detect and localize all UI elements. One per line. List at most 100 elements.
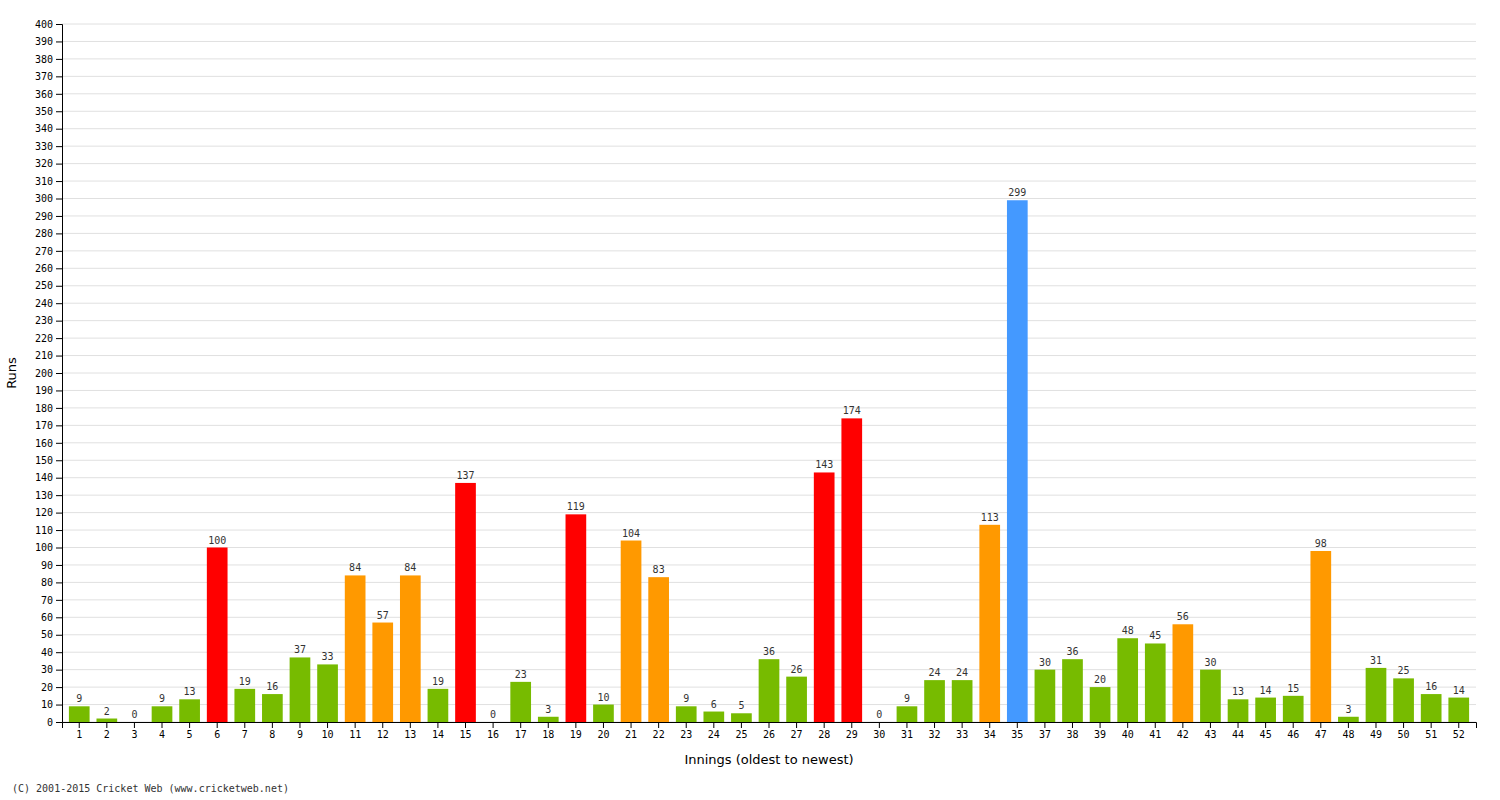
tick-mark (56, 356, 62, 357)
grid-line (62, 215, 1476, 216)
x-tick: 8 (269, 722, 275, 740)
grid-line (62, 41, 1476, 42)
grid-line (62, 128, 1476, 129)
tick-mark (355, 722, 356, 728)
tick-mark (217, 722, 218, 728)
y-tick: 370 (35, 71, 62, 82)
tick-mark (56, 164, 62, 165)
y-tick: 400 (35, 19, 62, 30)
data-label: 13 (1232, 686, 1244, 697)
y-tick: 20 (41, 682, 62, 693)
tick-mark (56, 129, 62, 130)
x-tick: 2 (104, 722, 110, 740)
data-label: 98 (1315, 538, 1327, 549)
x-tick: 50 (1398, 722, 1410, 740)
y-tick: 40 (41, 647, 62, 658)
tick-mark (741, 722, 742, 728)
y-tick: 390 (35, 36, 62, 47)
grid-line (62, 285, 1476, 286)
tick-mark (382, 722, 383, 728)
tick-mark (713, 722, 714, 728)
data-label: 5 (738, 700, 744, 711)
tick-label: 130 (35, 490, 53, 501)
y-tick: 240 (35, 298, 62, 309)
tick-label: 180 (35, 403, 53, 414)
x-tick: 16 (487, 722, 499, 740)
data-label: 57 (377, 610, 389, 621)
tick-mark (851, 722, 852, 728)
tick-label: 90 (41, 560, 53, 571)
tick-mark (962, 722, 963, 728)
tick-label: 300 (35, 193, 53, 204)
data-label: 3 (1345, 704, 1351, 715)
data-label: 83 (653, 564, 665, 575)
tick-mark (1127, 722, 1128, 728)
grid-line (62, 373, 1476, 374)
data-label: 13 (184, 686, 196, 697)
tick-label: 5 (187, 729, 193, 740)
grid-line (62, 495, 1476, 496)
tick-label: 31 (901, 729, 913, 740)
bar (897, 706, 918, 722)
x-tick: 41 (1149, 722, 1161, 740)
bar (262, 694, 283, 722)
tick-label: 400 (35, 19, 53, 30)
bar (1173, 624, 1194, 722)
bar (1283, 696, 1304, 722)
x-tick: 3 (131, 722, 137, 740)
tick-label: 8 (269, 729, 275, 740)
tick-mark (56, 687, 62, 688)
tick-mark (56, 373, 62, 374)
bar (290, 657, 311, 722)
bar (69, 706, 90, 722)
data-label: 25 (1398, 665, 1410, 676)
tick-mark (134, 722, 135, 728)
grid-line (62, 268, 1476, 269)
x-tick: 19 (570, 722, 582, 740)
tick-mark (1320, 722, 1321, 728)
tick-label: 20 (597, 729, 609, 740)
bar (372, 623, 393, 722)
tick-mark (56, 233, 62, 234)
tick-label: 49 (1370, 729, 1382, 740)
bar (593, 705, 614, 722)
grid-line (62, 163, 1476, 164)
bar (400, 575, 421, 722)
tick-label: 120 (35, 507, 53, 518)
tick-label: 13 (404, 729, 416, 740)
tick-label: 15 (459, 729, 471, 740)
x-tick: 38 (1066, 722, 1078, 740)
tick-label: 40 (41, 647, 53, 658)
bar (317, 664, 338, 722)
tick-mark (56, 425, 62, 426)
tick-label: 280 (35, 228, 53, 239)
x-tick: 37 (1039, 722, 1051, 740)
data-label: 16 (266, 681, 278, 692)
x-tick: 27 (791, 722, 803, 740)
y-tick: 80 (41, 577, 62, 588)
x-tick: 12 (377, 722, 389, 740)
tick-label: 52 (1453, 729, 1465, 740)
data-label: 30 (1039, 657, 1051, 668)
bar (952, 680, 973, 722)
tick-label: 370 (35, 71, 53, 82)
tick-label: 350 (35, 106, 53, 117)
y-tick: 30 (41, 664, 62, 675)
data-label: 174 (843, 405, 861, 416)
tick-label: 160 (35, 438, 53, 449)
x-tick: 46 (1287, 722, 1299, 740)
tick-mark (575, 722, 576, 728)
y-tick: 150 (35, 455, 62, 466)
tick-mark (56, 24, 62, 25)
axis-domain (63, 723, 1477, 729)
y-tick: 60 (41, 612, 62, 623)
grid-line (62, 564, 1476, 565)
x-tick: 52 (1453, 722, 1465, 740)
tick-label: 110 (35, 525, 53, 536)
y-tick: 170 (35, 420, 62, 431)
tick-mark (1348, 722, 1349, 728)
tick-label: 260 (35, 263, 53, 274)
tick-mark (631, 722, 632, 728)
tick-mark (56, 582, 62, 583)
data-label: 137 (456, 470, 474, 481)
